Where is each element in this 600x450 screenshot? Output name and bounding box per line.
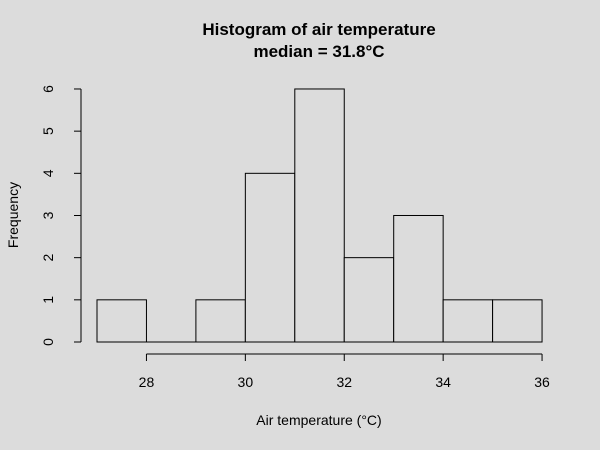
y-tick-label: 3: [40, 211, 56, 219]
histogram-bar-2: [195, 299, 246, 343]
chart-title: Histogram of air temperature: [202, 20, 435, 39]
y-tick-label: 6: [40, 85, 56, 93]
y-tick-label: 1: [40, 296, 56, 304]
y-tick-label: 5: [40, 127, 56, 135]
histogram-bar-6: [393, 214, 444, 343]
histogram-bar-0: [96, 299, 147, 343]
histogram-bar-5: [343, 257, 395, 343]
y-axis: 0 1 2 3 4 5 6: [40, 85, 82, 346]
x-tick-label: 34: [435, 374, 451, 390]
bars-group: [96, 88, 543, 343]
x-tick-label: 32: [336, 374, 352, 390]
histogram-bar-8: [492, 299, 543, 343]
y-axis-label: Frequency: [5, 182, 21, 248]
chart-subtitle: median = 31.8°C: [253, 42, 384, 61]
histogram-bar-4: [294, 88, 345, 343]
y-tick-label: 2: [40, 254, 56, 262]
x-tick-label: 28: [139, 374, 155, 390]
y-tick-label: 4: [40, 169, 56, 177]
histogram-bar-3: [244, 172, 296, 343]
x-tick-label: 30: [238, 374, 254, 390]
y-tick-label: 0: [40, 338, 56, 346]
x-axis-label: Air temperature (°C): [256, 412, 381, 428]
histogram-bar-7: [442, 299, 494, 343]
x-axis: 28 30 32 34 36: [139, 353, 550, 390]
x-tick-label: 36: [534, 374, 550, 390]
